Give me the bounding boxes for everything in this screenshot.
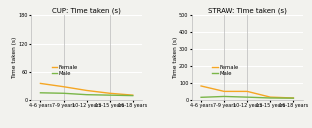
Male [199,97,203,98]
Male [39,92,42,94]
Female [108,93,112,94]
Male [291,97,295,99]
Male [85,94,89,95]
Male [268,97,272,99]
Legend: Female, Male: Female, Male [212,65,239,76]
Female [291,97,295,99]
Female [39,83,42,84]
Male [222,96,226,97]
Female [222,91,226,92]
Female [62,86,66,87]
Male [62,93,66,94]
Line: Female: Female [41,83,133,95]
Legend: Female, Male: Female, Male [51,65,78,76]
Female [245,91,249,92]
Male [108,94,112,96]
Y-axis label: Time taken (s): Time taken (s) [12,36,17,79]
Line: Male: Male [201,97,293,98]
Male [131,95,135,96]
Title: CUP: Time taken (s): CUP: Time taken (s) [52,8,121,14]
Title: STRAW: Time taken (s): STRAW: Time taken (s) [208,8,287,14]
Y-axis label: Time taken (s): Time taken (s) [173,36,178,79]
Female [268,96,272,98]
Male [245,96,249,98]
Female [199,85,203,87]
Female [131,94,135,96]
Female [85,90,89,91]
Line: Male: Male [41,93,133,96]
Line: Female: Female [201,86,293,98]
